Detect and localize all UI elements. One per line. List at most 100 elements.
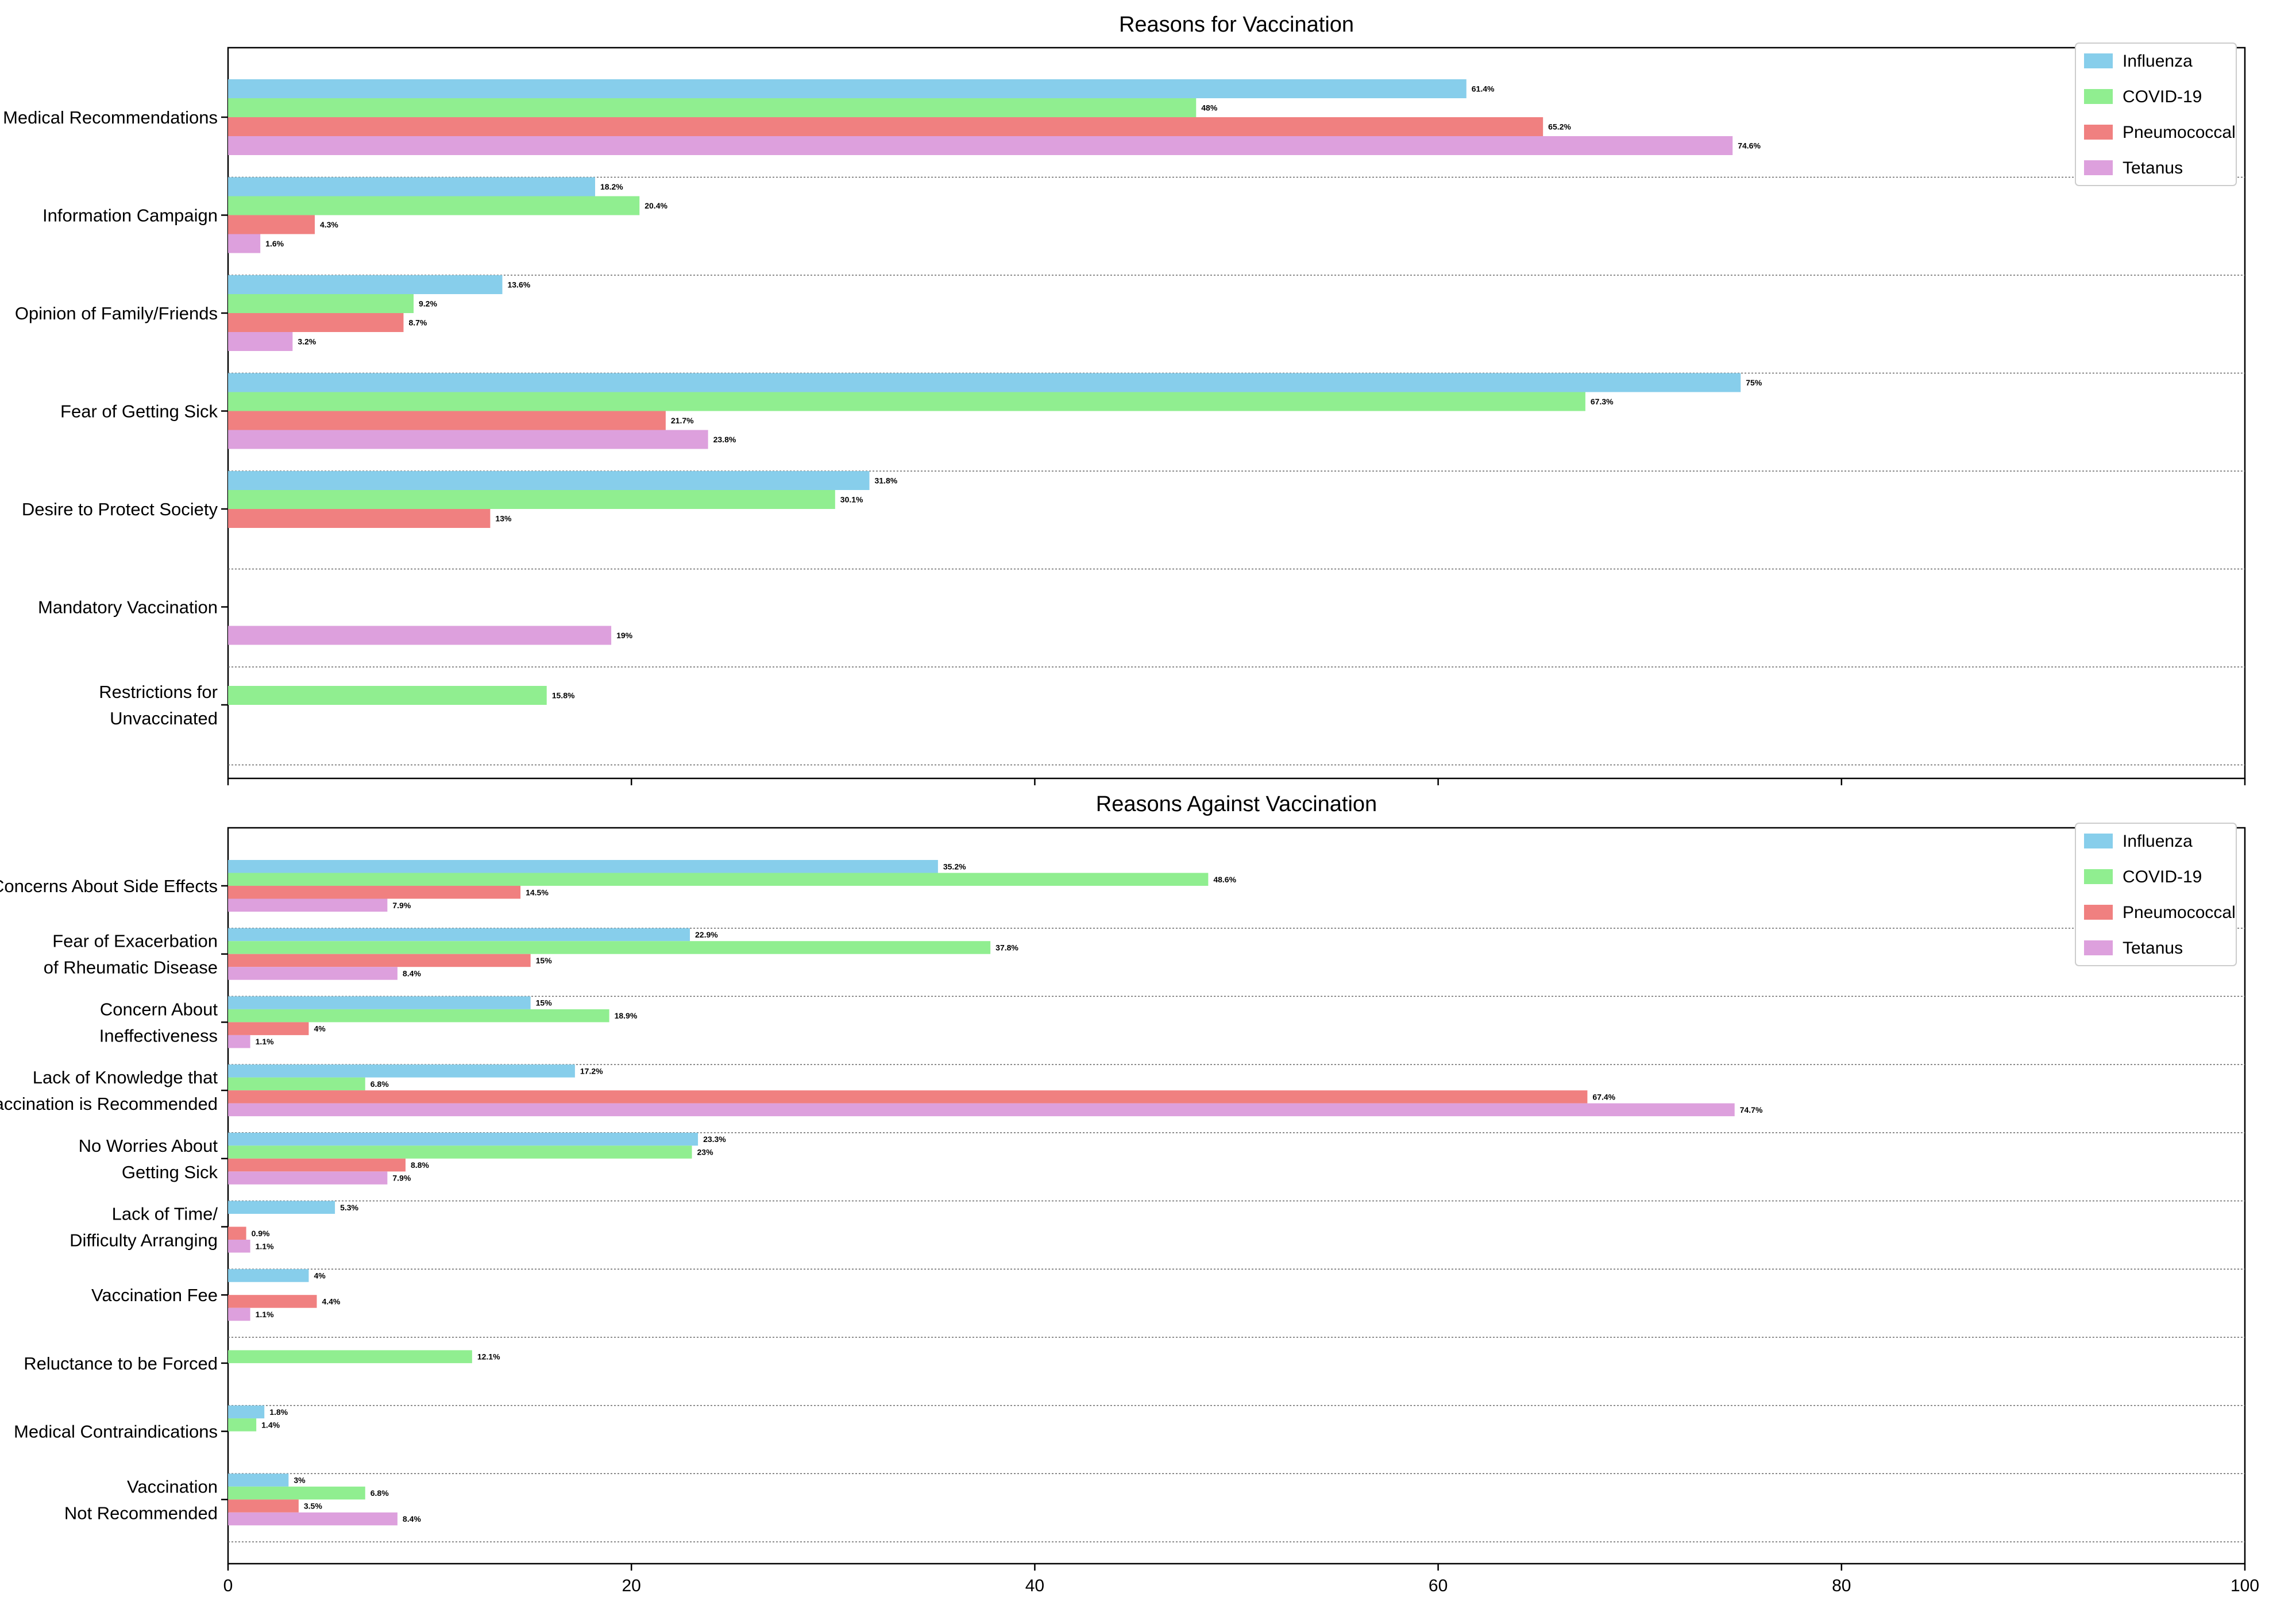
bar-influenza xyxy=(228,1473,289,1487)
bar-covid-19 xyxy=(228,98,1197,117)
data-label: 23.3% xyxy=(703,1135,726,1144)
bar-tetanus xyxy=(228,1240,250,1253)
legend-swatch-covid-19 xyxy=(2084,89,2113,104)
data-label: 74.7% xyxy=(1740,1105,1763,1114)
category-label: Concern About xyxy=(100,999,218,1019)
data-label: 4.4% xyxy=(322,1297,340,1306)
legend-box xyxy=(2075,43,2237,186)
data-label: 1.1% xyxy=(256,1037,274,1046)
bar-tetanus xyxy=(228,898,388,912)
bar-covid-19 xyxy=(228,941,991,954)
data-label: 74.6% xyxy=(1738,141,1761,151)
bar-influenza xyxy=(228,373,1741,392)
chart-legend: Influenza COVID-19 Pneumococcal Tetanus xyxy=(2075,43,2237,186)
data-label: 1.6% xyxy=(265,239,284,248)
bar-covid-19 xyxy=(228,873,1209,886)
x-tick-label: 20 xyxy=(622,1576,641,1595)
bar-influenza xyxy=(228,1132,699,1146)
category-label: Lack of Time/ xyxy=(112,1204,218,1224)
category-label: Getting Sick xyxy=(122,1162,218,1182)
x-tick-label: 0 xyxy=(223,1576,233,1595)
data-label: 37.8% xyxy=(995,943,1018,952)
data-label: 1.1% xyxy=(256,1310,274,1319)
bar-influenza xyxy=(228,1405,265,1419)
data-label: 18.2% xyxy=(600,182,623,191)
data-label: 65.2% xyxy=(1548,122,1571,132)
data-label: 6.8% xyxy=(371,1079,389,1089)
category-label: Not Recommended xyxy=(64,1503,218,1523)
bar-pneumococcal xyxy=(228,215,315,234)
bar-pneumococcal xyxy=(228,1022,309,1035)
legend-label: Pneumococcal xyxy=(2123,123,2236,142)
bar-influenza xyxy=(228,1201,335,1214)
bar-pneumococcal xyxy=(228,1295,317,1308)
bar-pneumococcal xyxy=(228,411,666,430)
bar-tetanus xyxy=(228,626,612,645)
bar-pneumococcal xyxy=(228,1158,406,1172)
legend-swatch-pneumococcal xyxy=(2084,905,2113,920)
data-label: 12.1% xyxy=(477,1352,500,1361)
data-label: 14.5% xyxy=(526,888,549,897)
category-label: Vaccination Fee xyxy=(91,1285,218,1305)
legend-swatch-influenza xyxy=(2084,834,2113,848)
legend-swatch-tetanus xyxy=(2084,160,2113,175)
category-label: Ineffectiveness xyxy=(99,1025,218,1046)
legend-label: Tetanus xyxy=(2123,939,2183,958)
x-tick-label: 80 xyxy=(1832,1576,1851,1595)
bar-covid-19 xyxy=(228,1077,365,1091)
chart-title: Reasons for Vaccination xyxy=(1119,13,1354,37)
bar-covid-19 xyxy=(228,686,547,705)
chart-title: Reasons Against Vaccination xyxy=(1096,792,1377,816)
data-label: 18.9% xyxy=(615,1011,638,1020)
bar-tetanus xyxy=(228,967,398,980)
bar-influenza xyxy=(228,996,531,1009)
bar-pneumococcal xyxy=(228,954,531,967)
category-label: Concerns About Side Effects xyxy=(0,876,218,896)
data-label: 19% xyxy=(616,631,633,640)
data-label: 3.5% xyxy=(304,1502,322,1511)
data-label: 48.6% xyxy=(1213,875,1236,884)
category-label: Difficulty Arranging xyxy=(70,1230,218,1251)
category-label: Opinion of Family/Friends xyxy=(15,303,218,323)
legend-label: COVID-19 xyxy=(2123,867,2202,886)
data-label: 13.6% xyxy=(507,280,530,290)
data-label: 67.4% xyxy=(1592,1092,1615,1101)
bar-tetanus xyxy=(228,136,1733,155)
data-label: 1.1% xyxy=(256,1241,274,1251)
bar-tetanus xyxy=(228,1103,1735,1117)
bar-covid-19 xyxy=(228,1145,692,1159)
data-label: 8.8% xyxy=(411,1160,429,1170)
data-label: 35.2% xyxy=(943,862,966,871)
bar-influenza xyxy=(228,471,870,490)
category-label: Medical Recommendations xyxy=(3,107,218,128)
data-label: 31.8% xyxy=(874,476,897,485)
data-label: 1.8% xyxy=(269,1407,288,1417)
bar-tetanus xyxy=(228,1512,398,1526)
data-label: 15% xyxy=(536,956,553,965)
data-label: 22.9% xyxy=(695,930,718,939)
category-label: Mandatory Vaccination xyxy=(38,597,218,618)
bar-covid-19 xyxy=(228,490,835,509)
category-label: Medical Contraindications xyxy=(14,1422,218,1442)
data-label: 17.2% xyxy=(580,1066,603,1075)
data-label: 23% xyxy=(697,1148,714,1157)
legend-swatch-covid-19 xyxy=(2084,869,2113,884)
category-label: of Rheumatic Disease xyxy=(44,958,218,978)
data-label: 15.8% xyxy=(552,691,575,700)
bar-pneumococcal xyxy=(228,1090,1588,1104)
bar-influenza xyxy=(228,860,938,873)
bar-covid-19 xyxy=(228,392,1585,411)
chart-panel-2: Reasons Against Vaccination 0 20 40 60 80 100 C… xyxy=(0,792,2259,1595)
legend-swatch-tetanus xyxy=(2084,940,2113,955)
legend-swatch-influenza xyxy=(2084,53,2113,68)
bar-influenza xyxy=(228,1269,309,1282)
bar-covid-19 xyxy=(228,1486,365,1500)
data-label: 8.4% xyxy=(403,969,421,978)
chart-panel-1: Reasons for Vaccination Medical Recommend… xyxy=(3,13,2246,785)
category-label: Reluctance to be Forced xyxy=(24,1353,218,1374)
chart-legend: Influenza COVID-19 Pneumococcal Tetanus xyxy=(2075,823,2237,966)
bar-covid-19 xyxy=(228,1009,609,1023)
category-label: No Worries About xyxy=(79,1136,218,1156)
